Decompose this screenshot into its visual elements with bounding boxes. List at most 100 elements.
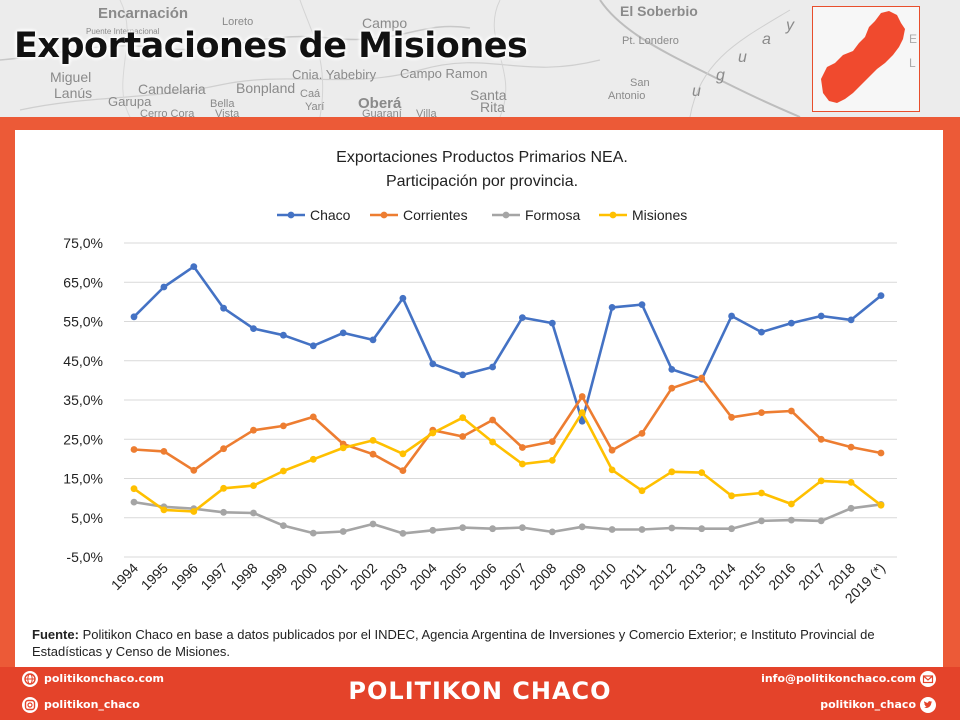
data-point bbox=[877, 292, 885, 299]
data-point bbox=[758, 517, 765, 525]
data-point bbox=[788, 407, 795, 415]
legend-label: Formosa bbox=[525, 207, 580, 223]
series-line bbox=[133, 500, 882, 535]
legend-label: Chaco bbox=[310, 207, 351, 223]
map-label: Cnia. Yabebiry bbox=[292, 67, 377, 82]
data-point bbox=[877, 449, 885, 457]
data-point bbox=[220, 445, 228, 453]
legend-label: Corrientes bbox=[403, 207, 468, 223]
x-tick-label: 2005 bbox=[436, 560, 469, 593]
data-point bbox=[758, 328, 765, 336]
map-label: Caá bbox=[300, 88, 321, 100]
data-point bbox=[369, 520, 377, 528]
svg-text:E: E bbox=[909, 32, 917, 46]
map-label: Cerro Cora bbox=[140, 108, 195, 117]
data-point bbox=[280, 422, 287, 430]
x-tick-label: 2008 bbox=[526, 560, 559, 593]
data-point bbox=[369, 437, 377, 444]
data-point bbox=[130, 446, 138, 453]
y-tick-label: 75,0% bbox=[63, 235, 103, 251]
data-point bbox=[220, 304, 228, 312]
data-point bbox=[578, 409, 586, 416]
data-point bbox=[817, 517, 825, 525]
map-label: Antonio bbox=[608, 90, 645, 102]
map-label: Encarnación bbox=[98, 5, 188, 22]
x-tick-label: 1998 bbox=[227, 560, 260, 593]
footer-brand: POLITIKON CHACO bbox=[348, 677, 612, 705]
data-point bbox=[817, 477, 825, 485]
x-tick-label: 1996 bbox=[168, 560, 201, 593]
footer-instagram-link[interactable]: politikon_chaco bbox=[44, 698, 140, 711]
x-tick-label: 2012 bbox=[646, 560, 679, 593]
mail-icon bbox=[920, 671, 936, 687]
data-point bbox=[489, 525, 496, 533]
chart-series bbox=[130, 263, 885, 537]
data-point bbox=[250, 426, 257, 434]
series-line bbox=[133, 411, 882, 513]
footer-twitter-link[interactable]: politikon_chaco bbox=[820, 698, 916, 711]
map-label: Rita bbox=[480, 99, 505, 115]
legend-marker bbox=[380, 211, 388, 219]
chart-title-line-2: Participación por provincia. bbox=[386, 173, 578, 190]
data-point bbox=[489, 416, 496, 424]
footer-bar bbox=[0, 667, 960, 720]
data-point bbox=[698, 525, 706, 533]
data-point bbox=[250, 482, 257, 489]
x-tick-label: 2014 bbox=[705, 560, 738, 593]
map-label: Oberá bbox=[358, 95, 402, 112]
x-axis: 1994199519961997199819992000200120022003… bbox=[108, 560, 888, 607]
data-point bbox=[459, 371, 467, 379]
data-point bbox=[160, 448, 168, 455]
data-point bbox=[220, 508, 228, 516]
y-tick-label: -5,0% bbox=[66, 549, 103, 565]
data-point bbox=[698, 374, 706, 382]
data-point bbox=[309, 342, 317, 350]
data-point bbox=[788, 516, 795, 524]
series-line bbox=[133, 376, 882, 472]
data-point bbox=[459, 414, 467, 422]
data-point bbox=[309, 529, 317, 537]
x-tick-label: 2004 bbox=[407, 560, 440, 593]
data-point bbox=[459, 433, 467, 440]
data-point bbox=[309, 413, 317, 421]
y-tick-label: 25,0% bbox=[63, 431, 103, 447]
footer-website-link[interactable]: politikonchaco.com bbox=[44, 672, 164, 685]
map-river-letter: u bbox=[738, 49, 747, 66]
background-map: Encarnación Loreto Campo El Soberbio Pt. Lon… bbox=[0, 0, 960, 117]
data-point bbox=[728, 413, 735, 421]
data-point bbox=[728, 525, 735, 533]
map-label: Pt. Londero bbox=[622, 35, 679, 47]
twitter-icon bbox=[920, 697, 936, 713]
data-point bbox=[130, 485, 138, 493]
data-point bbox=[847, 443, 855, 451]
data-point bbox=[190, 508, 198, 515]
footer-email-link[interactable]: info@politikonchaco.com bbox=[761, 672, 916, 685]
data-point bbox=[519, 444, 526, 451]
legend-marker bbox=[609, 211, 617, 219]
data-point bbox=[788, 319, 795, 327]
chart-panel: Exportaciones Productos Primarios NEA. P… bbox=[15, 130, 943, 667]
x-tick-label: 2009 bbox=[556, 560, 589, 593]
data-point bbox=[489, 363, 496, 371]
data-point bbox=[548, 457, 556, 464]
data-point bbox=[578, 393, 586, 400]
data-point bbox=[608, 466, 616, 474]
data-point bbox=[399, 294, 407, 302]
data-point bbox=[220, 484, 228, 492]
line-chart: Exportaciones Productos Primarios NEA. P… bbox=[63, 149, 897, 607]
y-tick-label: 45,0% bbox=[63, 353, 103, 369]
data-point bbox=[130, 498, 138, 506]
chart-legend: Chaco Corrientes Formosa Misiones bbox=[277, 207, 687, 223]
data-point bbox=[608, 446, 616, 454]
data-point bbox=[728, 492, 735, 500]
legend-label: Misiones bbox=[632, 207, 687, 223]
data-point bbox=[250, 509, 257, 517]
data-point bbox=[608, 304, 616, 311]
data-point bbox=[847, 504, 855, 512]
map-label: San bbox=[630, 77, 650, 89]
map-river-letter: g bbox=[716, 67, 725, 84]
map-label: Loreto bbox=[222, 16, 253, 28]
map-label: Bonpland bbox=[236, 80, 295, 96]
data-point bbox=[339, 444, 347, 452]
y-tick-label: 15,0% bbox=[63, 471, 103, 487]
